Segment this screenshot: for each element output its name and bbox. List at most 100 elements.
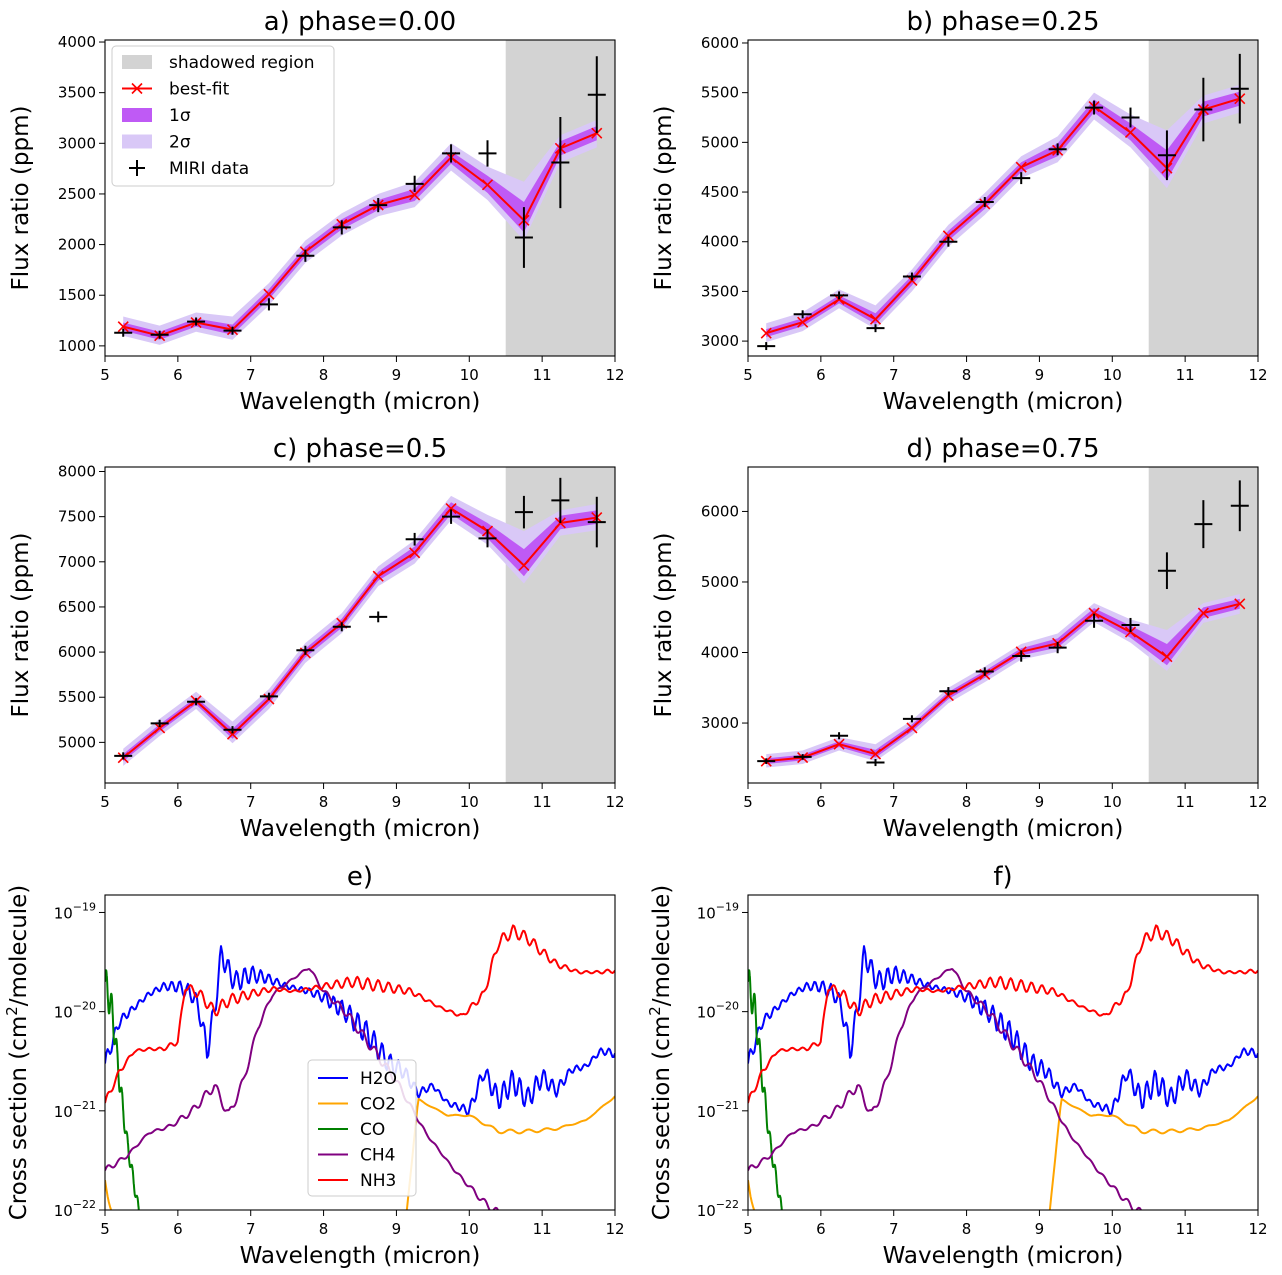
miri-data-point [332, 220, 351, 235]
series-line-h2o [105, 945, 615, 1116]
x-tick-label: 7 [889, 793, 899, 811]
series-line-co [748, 969, 783, 1210]
x-tick-label: 12 [1248, 366, 1267, 384]
miri-data-point [223, 726, 242, 734]
y-tick-label: 5500 [58, 688, 96, 706]
x-tick-label: 8 [962, 366, 972, 384]
legend-label-co: CO [360, 1120, 385, 1140]
flux-legend: shadowed region best-fit 1σ 2σ MIRI data [111, 45, 335, 187]
best-fit-marker [833, 738, 845, 750]
miri-data-point [1194, 77, 1213, 142]
miri-data-point [442, 509, 461, 524]
miri-data-point [478, 529, 497, 548]
x-tick-label: 8 [319, 1220, 329, 1238]
miri-data-point [514, 495, 533, 529]
best-fit-marker [445, 502, 457, 515]
legend-swatch-bestfit-marker [131, 82, 143, 95]
miri-data-point [332, 622, 351, 632]
miri-data-point [369, 611, 388, 623]
legend-label-co2: CO2 [360, 1095, 396, 1115]
best-fit-marker [869, 748, 882, 760]
legend-box [307, 1059, 417, 1197]
y-tick-label: 10−22 [697, 1198, 739, 1220]
x-tick-label: 12 [605, 1220, 624, 1238]
x-tick-label: 12 [1248, 1220, 1267, 1238]
x-tick-label: 10 [460, 366, 479, 384]
panel-title: e) [347, 862, 373, 892]
miri-data-point [405, 175, 424, 192]
y-tick-label: 6000 [701, 502, 739, 520]
plot-area [748, 924, 1258, 1210]
x-axis-label: Wavelength (micron) [883, 816, 1124, 842]
miri-data-point [369, 198, 388, 213]
sigma2-band [123, 495, 597, 766]
miri-data-point [1230, 53, 1249, 124]
best-fit-marker [760, 327, 772, 339]
x-tick-label: 6 [173, 1220, 183, 1238]
sigma1-band [123, 126, 597, 340]
miri-data-point [939, 236, 958, 247]
x-tick-label: 10 [1103, 1220, 1122, 1238]
miri-data-point [114, 328, 133, 337]
best-fit-marker [1088, 607, 1100, 619]
best-fit-marker [409, 547, 421, 559]
miri-data-point [902, 715, 921, 723]
miri-data-point [793, 310, 812, 319]
plot-frame [747, 39, 1259, 357]
best-fit-marker [942, 230, 954, 242]
x-tick-label: 5 [100, 793, 110, 811]
x-tick-label: 9 [392, 1220, 402, 1238]
best-fit-marker [263, 288, 275, 300]
plot-frame [104, 466, 616, 784]
y-tick-label: 4000 [58, 33, 96, 51]
miri-data-point [114, 752, 133, 760]
miri-data-point [296, 645, 315, 655]
plot-area [114, 467, 615, 783]
best-fit-marker [518, 559, 530, 571]
x-tick-label: 10 [460, 793, 479, 811]
plot-area [105, 924, 615, 1210]
best-fit-line [766, 602, 1241, 763]
y-tick-label: 6000 [58, 643, 96, 661]
series-line-nh3 [748, 924, 1258, 1104]
x-tick-label: 10 [460, 1220, 479, 1238]
x-tick-label: 9 [1035, 793, 1045, 811]
x-tick-label: 9 [1035, 366, 1045, 384]
miri-data-point [187, 698, 206, 706]
sigma1-band [123, 502, 597, 762]
best-fit-marker [1015, 161, 1027, 173]
legend-label-sigma2: 2σ [169, 133, 191, 153]
miri-data-point [150, 330, 169, 339]
y-axis-label: Flux ratio (ppm) [8, 532, 34, 717]
y-tick-label: 2500 [58, 185, 96, 203]
y-tick-label: 4000 [701, 233, 739, 251]
best-fit-marker [797, 316, 809, 328]
best-fit-marker [372, 570, 384, 582]
miri-data-point [830, 291, 849, 300]
legend-label-sigma1: 1σ [169, 106, 191, 126]
plot-frame [747, 894, 1259, 1211]
sigma2-band [766, 593, 1240, 768]
legend-label-bestfit: best-fit [169, 80, 230, 100]
miri-data-point [587, 56, 606, 134]
miri-data-point [587, 496, 606, 548]
x-tick-label: 11 [1176, 793, 1195, 811]
x-tick-label: 6 [173, 366, 183, 384]
y-tick-label: 1500 [58, 286, 96, 304]
legend-swatch-shadow [122, 55, 152, 69]
species-legend: H2O CO2 CO CH4 NH3 [307, 1059, 417, 1197]
y-tick-label: 3500 [701, 282, 739, 300]
miri-data-point [150, 719, 169, 728]
x-tick-label: 9 [1035, 1220, 1045, 1238]
legend-label-shadow: shadowed region [169, 53, 315, 73]
best-fit-marker [409, 189, 421, 201]
x-axis-label: Wavelength (micron) [883, 389, 1124, 415]
y-axis-label: Flux ratio (ppm) [651, 532, 677, 717]
y-tick-label: 4500 [701, 183, 739, 201]
y-axis-label: Cross section (cm2/molecule) [646, 885, 675, 1221]
miri-data-point [1085, 613, 1104, 628]
x-tick-label: 7 [246, 1220, 256, 1238]
best-fit-line [122, 507, 597, 759]
x-tick-label: 11 [533, 1220, 552, 1238]
miri-data-point [793, 754, 812, 760]
